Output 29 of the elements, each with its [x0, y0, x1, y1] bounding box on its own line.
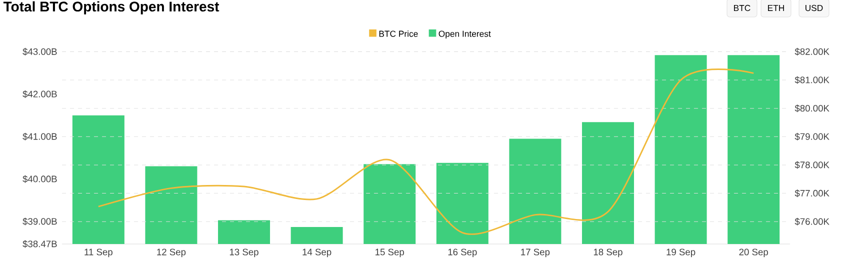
text: USD — [806, 4, 823, 12]
text: BTC — [734, 4, 750, 12]
y-tick-label: $40.00B — [22, 175, 57, 183]
chart-title: Total BTC Options Open Interest — [3, 1, 220, 14]
x-tick-label: 15 Sep — [376, 248, 404, 258]
y-tick-label: $39.00B — [22, 218, 57, 226]
x-tick-label: 18 Sep — [594, 248, 622, 258]
y-tick-label: $43.00B — [22, 48, 57, 56]
x-tick-label: 20 Sep — [739, 248, 768, 258]
legend-label: Open Interest — [438, 30, 491, 39]
y2-tick-label: $78.00K — [794, 161, 830, 169]
x-tick-label: 16 Sep — [448, 248, 477, 258]
y2-tick-label: $79.00K — [794, 132, 830, 140]
legend-label: BTC Price — [379, 30, 418, 37]
x-tick-label: 17 Sep — [521, 248, 550, 258]
x-tick-label: 11 Sep — [84, 248, 112, 258]
y2-tick-label: $76.00K — [794, 218, 830, 226]
x-tick-label: 13 Sep — [230, 248, 258, 258]
y2-tick-label: $77.00K — [794, 190, 830, 198]
y2-tick-label: $80.00K — [794, 104, 830, 112]
x-tick-label: 12 Sep — [157, 248, 186, 258]
y-tick-label: $38.47B — [22, 240, 57, 248]
y2-tick-label: $82.00K — [794, 48, 830, 56]
x-tick-label: 14 Sep — [302, 248, 332, 258]
text: ETH — [768, 5, 784, 11]
y-tick-label: $42.00B — [22, 90, 57, 98]
y2-tick-label: $81.00K — [794, 76, 830, 84]
x-tick-label: 19 Sep — [666, 248, 696, 258]
y-tick-label: $41.00B — [22, 132, 57, 140]
